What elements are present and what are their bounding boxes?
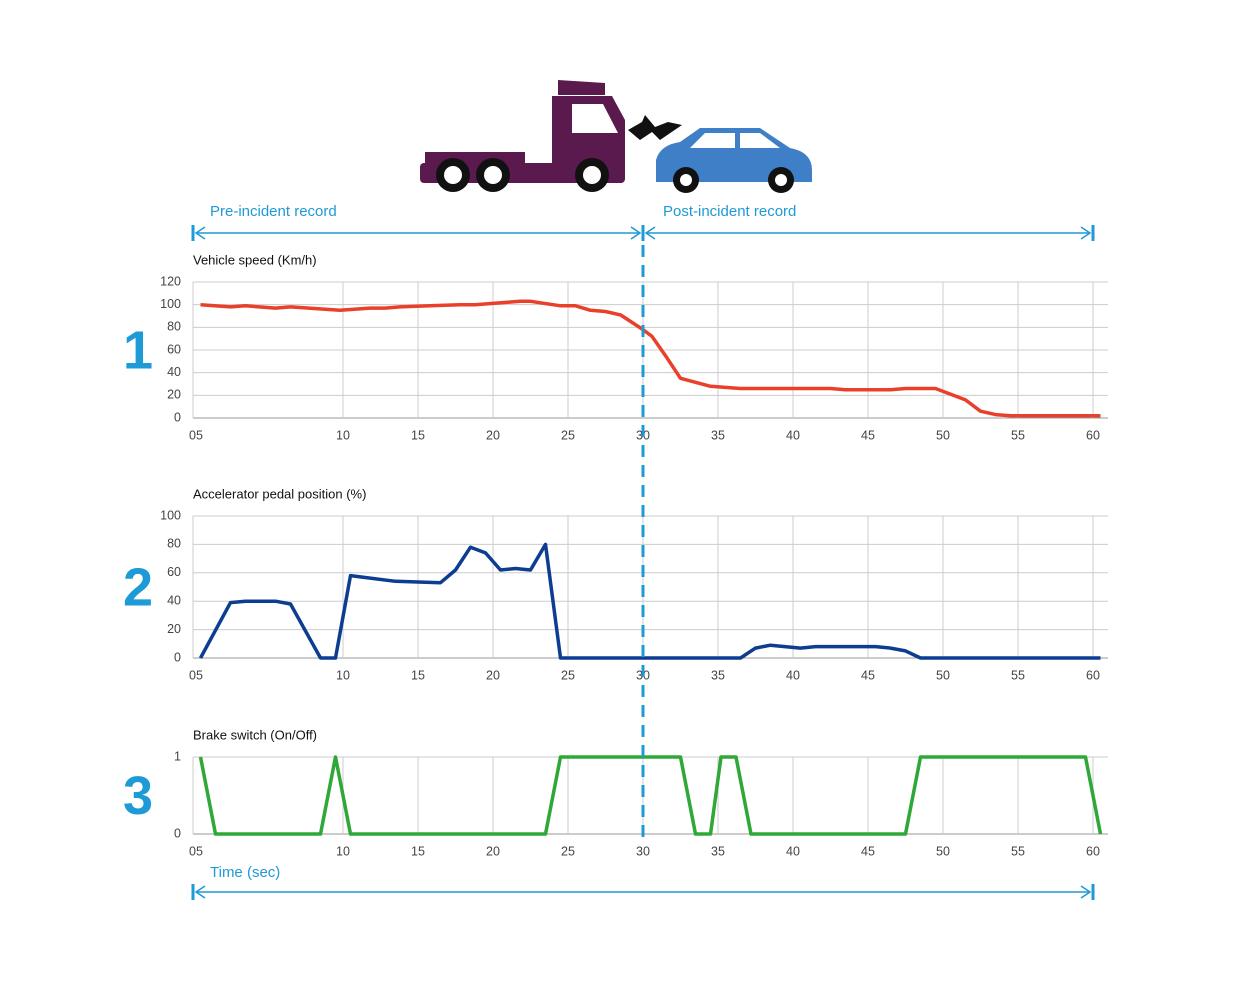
time-label: Time (sec): [210, 864, 280, 881]
y-tick-label: 80: [167, 537, 181, 551]
illustration: [420, 80, 812, 193]
x-tick-label: 25: [561, 668, 575, 682]
y-tick-label: 60: [167, 342, 181, 356]
x-tick-label: 05: [189, 428, 203, 442]
x-tick-label: 05: [189, 844, 203, 858]
panel-label: 3: [123, 766, 153, 826]
arrow-head: [194, 226, 206, 240]
x-tick-label: 40: [786, 844, 800, 858]
chart-title: Accelerator pedal position (%): [193, 486, 366, 501]
y-tick-label: 40: [167, 365, 181, 379]
arrow-head: [1080, 885, 1092, 899]
x-tick-label: 20: [486, 844, 500, 858]
y-tick-label: 20: [167, 622, 181, 636]
y-tick-label: 100: [160, 508, 181, 522]
x-tick-label: 10: [336, 844, 350, 858]
x-tick-label: 60: [1086, 844, 1100, 858]
x-tick-label: 30: [636, 844, 650, 858]
pre-label: Pre-incident record: [210, 203, 337, 220]
x-tick-label: 20: [486, 668, 500, 682]
arrow-head: [194, 885, 206, 899]
y-tick-label: 20: [167, 388, 181, 402]
x-tick-label: 15: [411, 844, 425, 858]
x-tick-label: 45: [861, 844, 875, 858]
x-tick-label: 60: [1086, 668, 1100, 682]
x-tick-label: 35: [711, 844, 725, 858]
x-tick-label: 25: [561, 428, 575, 442]
x-tick-label: 55: [1011, 428, 1025, 442]
x-tick-label: 35: [711, 428, 725, 442]
x-tick-label: 10: [336, 668, 350, 682]
x-tick-label: 20: [486, 428, 500, 442]
post-label: Post-incident record: [663, 203, 796, 220]
x-tick-label: 60: [1086, 428, 1100, 442]
x-tick-label: 35: [711, 668, 725, 682]
x-tick-label: 15: [411, 668, 425, 682]
chart-title: Brake switch (On/Off): [193, 727, 317, 742]
x-tick-label: 50: [936, 844, 950, 858]
panel-label: 1: [123, 320, 153, 380]
x-tick-label: 50: [936, 428, 950, 442]
x-tick-label: 55: [1011, 668, 1025, 682]
x-tick-label: 25: [561, 844, 575, 858]
arrow-head: [630, 226, 642, 240]
x-tick-label: 40: [786, 428, 800, 442]
y-tick-label: 40: [167, 593, 181, 607]
y-tick-label: 120: [160, 274, 181, 288]
arrow-head: [644, 226, 656, 240]
y-tick-label: 0: [174, 650, 181, 664]
x-tick-label: 05: [189, 668, 203, 682]
x-tick-label: 15: [411, 428, 425, 442]
x-tick-label: 40: [786, 668, 800, 682]
x-tick-label: 10: [336, 428, 350, 442]
y-tick-label: 100: [160, 297, 181, 311]
y-tick-label: 1: [174, 749, 181, 763]
data-line: [198, 755, 1103, 836]
chart-title: Vehicle speed (Km/h): [193, 252, 317, 267]
data-line: [200, 299, 1101, 418]
x-tick-label: 50: [936, 668, 950, 682]
y-tick-label: 0: [174, 826, 181, 840]
x-tick-label: 45: [861, 668, 875, 682]
arrow-head: [1080, 226, 1092, 240]
y-tick-label: 60: [167, 565, 181, 579]
y-tick-label: 80: [167, 320, 181, 334]
data-line: [198, 542, 1101, 660]
panel-label: 2: [123, 557, 153, 617]
x-tick-label: 45: [861, 428, 875, 442]
y-tick-label: 0: [174, 410, 181, 424]
x-tick-label: 55: [1011, 844, 1025, 858]
